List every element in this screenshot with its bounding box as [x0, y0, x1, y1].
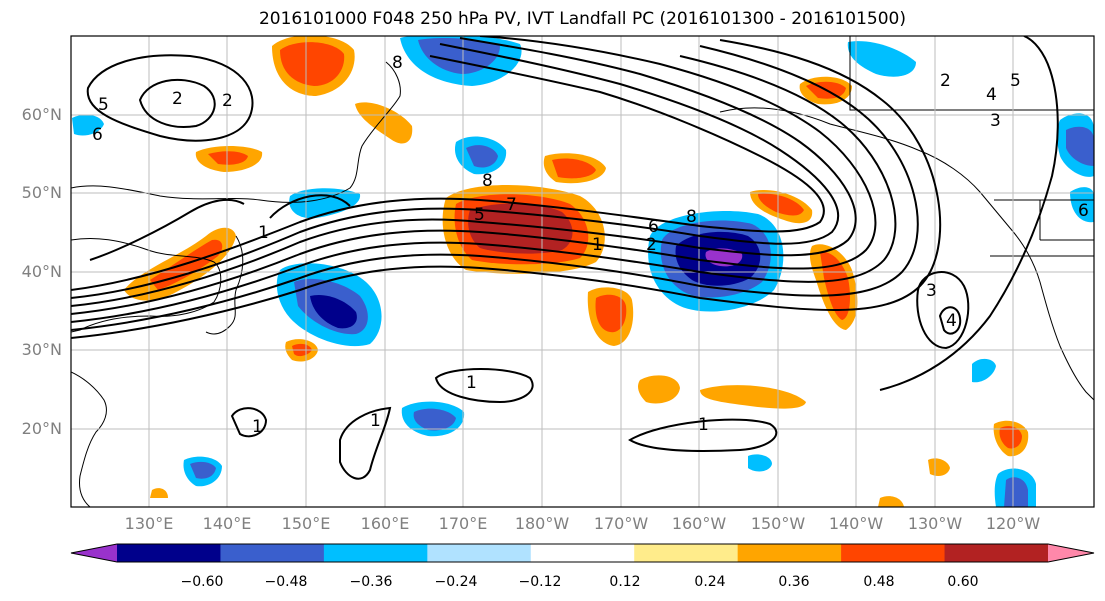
lon-label: 130°W	[907, 514, 963, 533]
contour-label: 1	[252, 417, 263, 437]
contour-labels: 5 2 2 6 8 7 5 1 6 8 2 1 3 4 1 1 1 1 4 3 …	[92, 53, 1089, 437]
colorbar-tick-label: −0.60	[180, 574, 224, 590]
lon-label: 130°E	[124, 514, 174, 533]
colorbar-tick-label: 0.36	[778, 574, 810, 590]
contour-label: 5	[1010, 71, 1021, 91]
contour-label: 2	[940, 71, 951, 91]
colorbar-tick-label: 0.12	[609, 574, 641, 590]
contour-label: 2	[172, 89, 183, 109]
colorbar-extend-min	[71, 544, 117, 562]
lat-label: 60°N	[21, 105, 62, 124]
lon-label: 160°E	[360, 514, 410, 533]
lat-label: 40°N	[21, 262, 62, 281]
contour-label: 3	[926, 281, 937, 301]
contour-label: 5	[98, 95, 109, 115]
lat-label: 20°N	[21, 419, 62, 438]
colorbar-swatch	[323, 544, 428, 562]
contour-label: 2	[222, 91, 233, 111]
contour-label: 8	[392, 53, 403, 73]
contour-label: 1	[370, 411, 381, 431]
map-plot-area: 5 2 2 6 8 7 5 1 6 8 2 1 3 4 1 1 1 1 4 3 …	[71, 36, 1094, 507]
contour-label: 8	[482, 171, 493, 191]
contour-label: 7	[506, 195, 517, 215]
pv-contours	[71, 36, 1059, 480]
colorbar-tick-label: 0.48	[863, 574, 895, 590]
colorbar-swatch	[737, 544, 842, 562]
lon-label: 150°W	[750, 514, 806, 533]
lat-label: 30°N	[21, 340, 62, 359]
colorbar-swatch	[944, 544, 1049, 562]
colorbar-swatch	[117, 544, 221, 562]
colorbar-swatch	[634, 544, 739, 562]
contour-label: 5	[474, 205, 485, 225]
lon-label: 140°W	[828, 514, 884, 533]
contour-label: 1	[698, 415, 709, 435]
contour-label: 6	[92, 125, 103, 145]
contour-label: 8	[686, 207, 697, 227]
colorbar-swatch	[427, 544, 532, 562]
colorbar-tick-label: −0.24	[434, 574, 478, 590]
colorbar-outline	[70, 543, 1095, 563]
map-title: 2016101000 F048 250 hPa PV, IVT Landfall…	[258, 9, 906, 29]
contour-label: 6	[648, 217, 659, 237]
contour-label: 1	[466, 373, 477, 393]
colorbar-tick-label: −0.12	[518, 574, 562, 590]
contour-label: 4	[986, 85, 997, 105]
contour-label: 4	[946, 311, 957, 331]
colorbar-tick-label: 0.24	[694, 574, 726, 590]
contour-label: 3	[990, 111, 1001, 131]
lon-label: 180°W	[514, 514, 570, 533]
colorbar-tick-label: −0.48	[264, 574, 308, 590]
colorbar	[70, 543, 1095, 563]
colorbar-swatch	[220, 544, 325, 562]
lon-label: 150°E	[281, 514, 331, 533]
contour-label: 1	[592, 235, 603, 255]
colorbar-swatch	[530, 544, 635, 562]
colorbar-tick-label: 0.60	[947, 574, 979, 590]
lat-label: 50°N	[21, 183, 62, 202]
colorbar-swatch	[841, 544, 946, 562]
contour-label: 2	[646, 235, 657, 255]
contour-label: 1	[258, 223, 269, 243]
lon-label: 170°W	[593, 514, 649, 533]
contour-label: 6	[1078, 201, 1089, 221]
colorbar-tick-label: −0.36	[349, 574, 393, 590]
lon-label: 170°E	[438, 514, 488, 533]
lon-label: 160°W	[671, 514, 727, 533]
map-frame	[70, 35, 1095, 508]
lon-label: 120°W	[985, 514, 1041, 533]
lon-label: 140°E	[202, 514, 252, 533]
colorbar-extend-max	[1048, 544, 1094, 562]
